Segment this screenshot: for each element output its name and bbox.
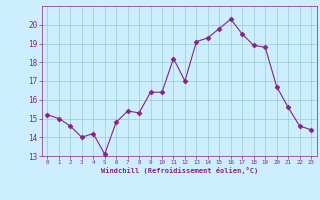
X-axis label: Windchill (Refroidissement éolien,°C): Windchill (Refroidissement éolien,°C) xyxy=(100,167,258,174)
